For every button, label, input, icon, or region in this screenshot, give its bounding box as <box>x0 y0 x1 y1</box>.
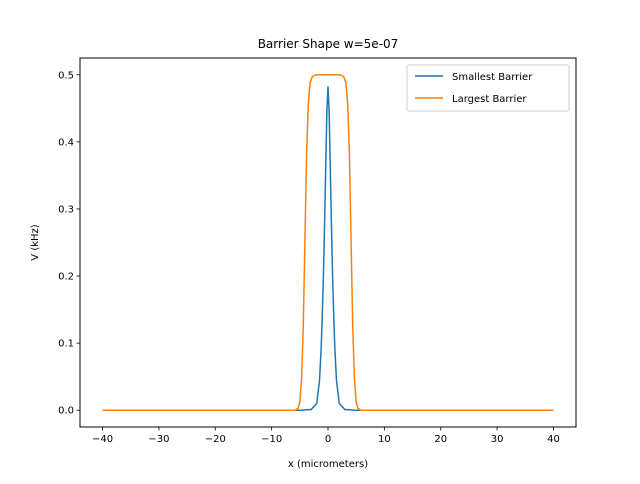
x-tick-label: −40 <box>92 434 113 445</box>
x-tick-label: 10 <box>378 434 391 445</box>
series-layer <box>102 74 554 411</box>
x-tick-label: 40 <box>547 434 560 445</box>
x-tick-label: −20 <box>205 434 226 445</box>
series-line-largest-barrier <box>102 74 554 411</box>
legend-label-largest-barrier: Largest Barrier <box>452 94 527 105</box>
x-axis: −40 −30 −20 −10 0 10 20 30 40 <box>92 427 560 445</box>
y-axis: 0.0 0.1 0.2 0.3 0.4 0.5 <box>58 70 80 417</box>
legend: Smallest Barrier Largest Barrier <box>406 64 570 112</box>
y-tick-label: 0.3 <box>58 204 74 215</box>
y-tick-label: 0.0 <box>58 406 74 417</box>
x-tick-label: −30 <box>148 434 169 445</box>
x-tick-label: 30 <box>491 434 504 445</box>
x-tick-label: 20 <box>434 434 447 445</box>
y-tick-label: 0.2 <box>58 272 74 283</box>
chart-title: Barrier Shape w=5e-07 <box>258 37 399 51</box>
y-tick-label: 0.4 <box>58 137 74 148</box>
y-axis-label: V (kHz) <box>30 224 41 260</box>
legend-box <box>406 64 570 112</box>
series-line-smallest-barrier <box>102 86 554 411</box>
x-axis-label: x (micrometers) <box>288 459 368 470</box>
y-tick-label: 0.5 <box>58 70 74 81</box>
y-tick-label: 0.1 <box>58 339 74 350</box>
x-tick-label: 0 <box>325 434 331 445</box>
legend-label-smallest-barrier: Smallest Barrier <box>452 72 533 83</box>
x-tick-label: −10 <box>261 434 282 445</box>
